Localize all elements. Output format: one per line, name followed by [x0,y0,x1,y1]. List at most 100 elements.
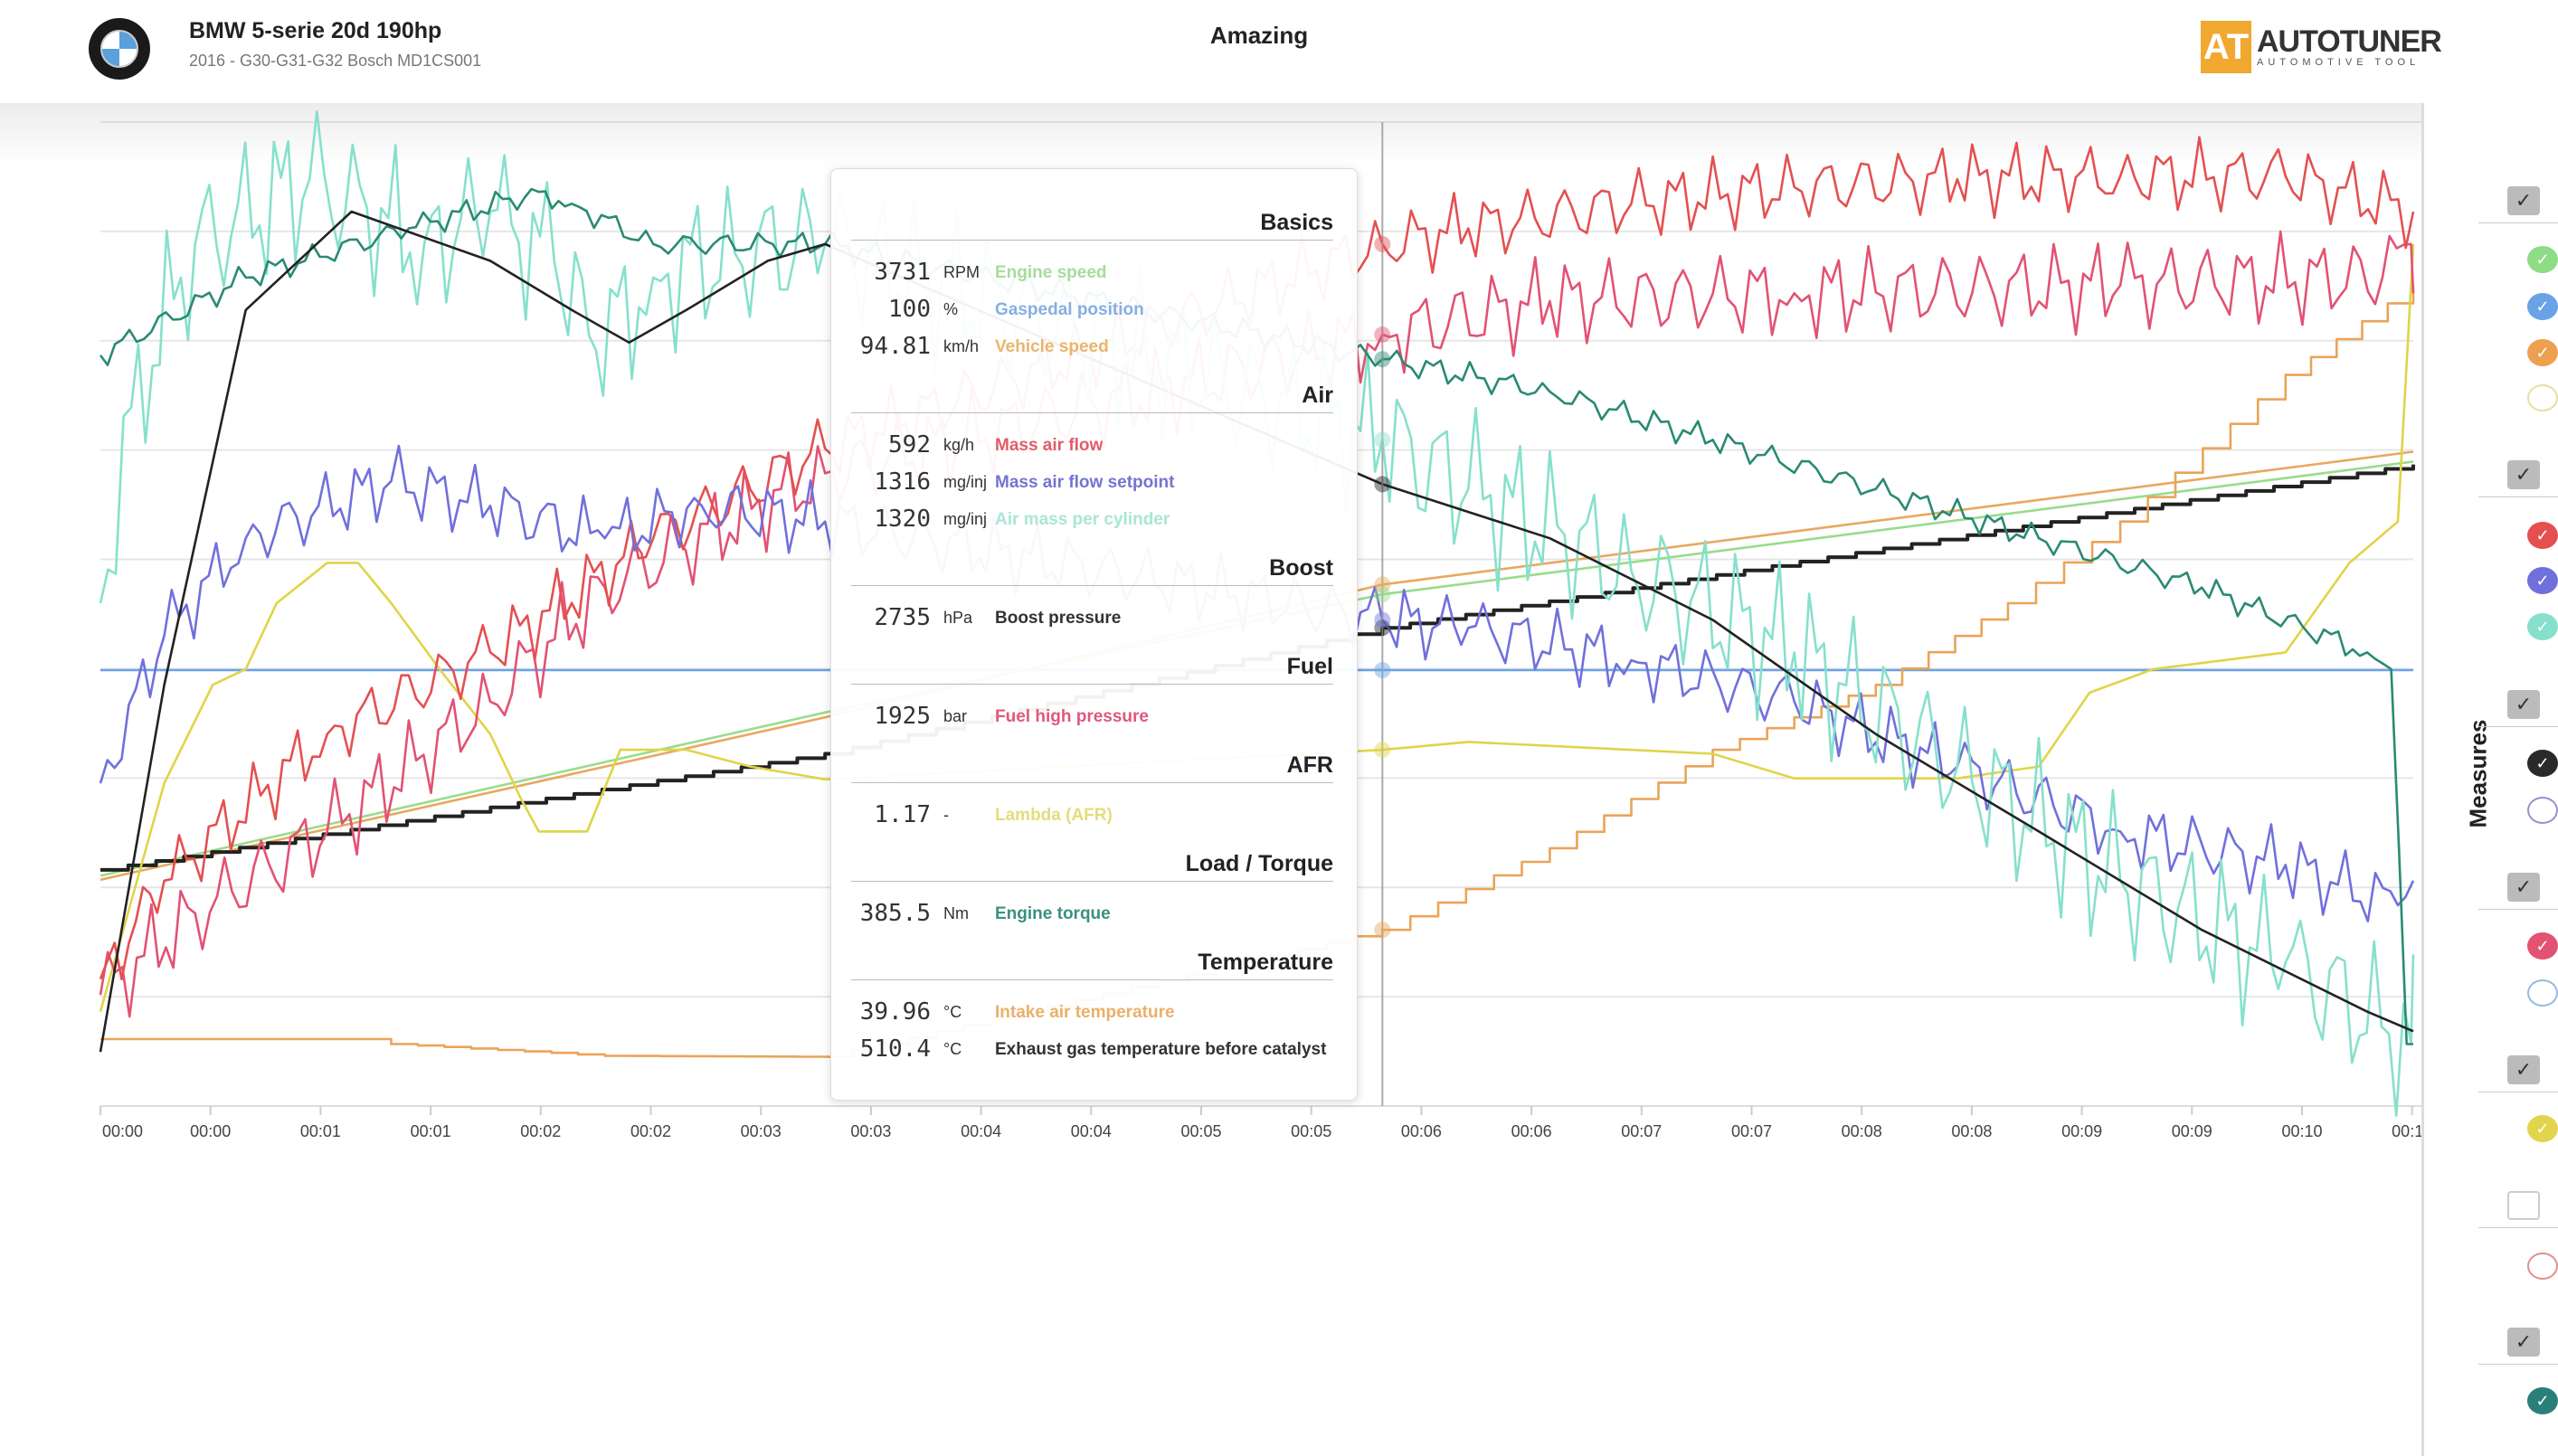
x-tick-label: 00:08 [1842,1122,1882,1140]
measure-label: Vehicle speed [995,337,1109,356]
x-tick-label: 00:02 [520,1122,561,1140]
measure-label: Gaspedal position [995,300,1144,319]
tooltip-row: 94.81 km/h Vehicle speed [851,328,1333,365]
cursor-point-marker [1374,611,1391,629]
measure-unit: kg/h [943,436,975,454]
measure-toggle[interactable]: ✓ [2527,750,2558,777]
tooltip-section-header: Boost [851,550,1333,586]
group-checkbox[interactable]: ✓ [2507,460,2540,489]
x-tick-label: 00:09 [2061,1122,2102,1140]
group-divider [2478,222,2558,223]
tooltip-row: 1.17- Lambda (AFR) [851,797,1333,834]
group-divider [2478,496,2558,497]
measure-toggle[interactable] [2527,384,2558,411]
measure-toggle[interactable]: ✓ [2527,1115,2558,1142]
measure-value: 592 [888,431,931,459]
measure-label: Exhaust gas temperature before catalyst [995,1040,1327,1059]
tooltip-section-header: Fuel [851,648,1333,685]
measure-label: Fuel high pressure [995,707,1149,726]
measure-unit: km/h [943,337,980,355]
vehicle-subtitle: 2016 - G30-G31-G32 Bosch MD1CS001 [189,52,482,70]
group-divider [2478,909,2558,910]
group-checkbox[interactable]: ✓ [2507,1055,2540,1084]
measure-value: 39.96 [859,998,931,1026]
x-tick-label: 00:10 [2392,1122,2421,1140]
x-tick-label: 00:09 [2172,1122,2212,1140]
measure-toggle[interactable]: ✓ [2527,1387,2558,1414]
cursor-point-marker [1374,586,1391,603]
tooltip-row: 385.5 Nm Engine torque [851,895,1333,932]
series-line [99,210,2414,1053]
autotuner-logo-mark: AT [2201,21,2251,73]
x-tick-label: 00:07 [1621,1122,1662,1140]
group-checkbox[interactable]: ✓ [2507,690,2540,719]
measure-toggle[interactable]: ✓ [2527,339,2558,366]
measures-sidebar [2421,103,2558,1456]
measure-value: 510.4 [859,1035,931,1063]
measure-toggle[interactable]: ✓ [2527,522,2558,549]
app-header: BMW 5-serie 20d 190hp 2016 - G30-G31-G32… [0,0,2558,103]
tooltip-section-header: Load / Torque [851,846,1333,882]
tooltip-section-header: Air [851,377,1333,413]
measure-unit: % [943,300,959,318]
measure-value: 1925 [874,703,931,730]
cursor-point-marker [1374,662,1391,679]
tooltip-row: 2735 hPa Boost pressure [851,600,1333,637]
autotuner-logo-tagline: AUTOMOTIVE TOOL [2257,57,2421,68]
measure-value: 1316 [874,468,931,496]
measure-value: 100 [888,296,931,323]
measure-label: Boost pressure [995,609,1122,628]
measure-toggle[interactable] [2527,979,2558,1007]
cursor-point-marker [1374,326,1391,344]
group-checkbox[interactable] [2507,1191,2540,1220]
measure-toggle[interactable] [2527,1253,2558,1280]
measure-label: Lambda (AFR) [995,806,1113,825]
measure-unit: RPM [943,263,980,281]
group-checkbox[interactable]: ✓ [2507,1328,2540,1357]
cursor-point-marker [1374,922,1391,939]
x-tick-label: 00:04 [1071,1122,1112,1140]
measure-toggle[interactable]: ✓ [2527,567,2558,594]
measure-toggle[interactable]: ✓ [2527,613,2558,640]
x-tick-label: 00:07 [1731,1122,1772,1140]
group-divider [2478,1364,2558,1365]
measure-toggle[interactable]: ✓ [2527,293,2558,320]
measure-value: 94.81 [859,333,931,360]
x-tick-label: 00:06 [1511,1122,1552,1140]
autotuner-logo: AT AUTOTUNER AUTOMOTIVE TOOL [2201,20,2442,74]
x-tick-label: 00:05 [1291,1122,1331,1140]
series-line [99,243,2415,1012]
tooltip-row: 1320 mg/inj Air mass per cylinder [851,501,1333,538]
group-checkbox[interactable]: ✓ [2507,186,2540,215]
measure-unit: mg/inj [943,510,988,528]
cursor-values-tooltip: Basics 3731 RPM Engine speed 100% Gaspedal po… [830,168,1358,1101]
measure-toggle[interactable] [2527,797,2558,824]
cursor-point-marker [1374,619,1391,637]
cursor-point-marker [1374,476,1391,493]
vehicle-title: BMW 5-serie 20d 190hp [189,18,442,43]
group-checkbox[interactable]: ✓ [2507,873,2540,902]
measure-value: 3731 [874,259,931,286]
measure-unit: °C [943,1003,962,1021]
measure-label: Mass air flow [995,436,1104,455]
tooltip-row: 39.96 °C Intake air temperature [851,994,1333,1031]
measure-unit: - [943,806,949,824]
x-tick-label: 00:00 [190,1122,231,1140]
x-tick-label: 00:01 [300,1122,341,1140]
measure-label: Air mass per cylinder [995,510,1170,529]
x-tick-label: 00:08 [1951,1122,1992,1140]
measure-label: Intake air temperature [995,1003,1175,1022]
measure-toggle[interactable]: ✓ [2527,932,2558,960]
measure-unit: Nm [943,904,969,922]
tooltip-row: 1316 mg/inj Mass air flow setpoint [851,464,1333,501]
x-tick-label: 00:03 [850,1122,891,1140]
cursor-point-marker [1374,431,1391,449]
measure-unit: °C [943,1040,962,1058]
tooltip-row: 510.4 °C Exhaust gas temperature before ca… [851,1031,1333,1068]
measures-title: Measures [2464,719,2492,828]
measure-unit: hPa [943,609,973,627]
group-divider [2478,726,2558,727]
tooltip-section-header: Basics [851,204,1333,241]
tooltip-section-header: AFR [851,747,1333,783]
measure-toggle[interactable]: ✓ [2527,246,2558,273]
